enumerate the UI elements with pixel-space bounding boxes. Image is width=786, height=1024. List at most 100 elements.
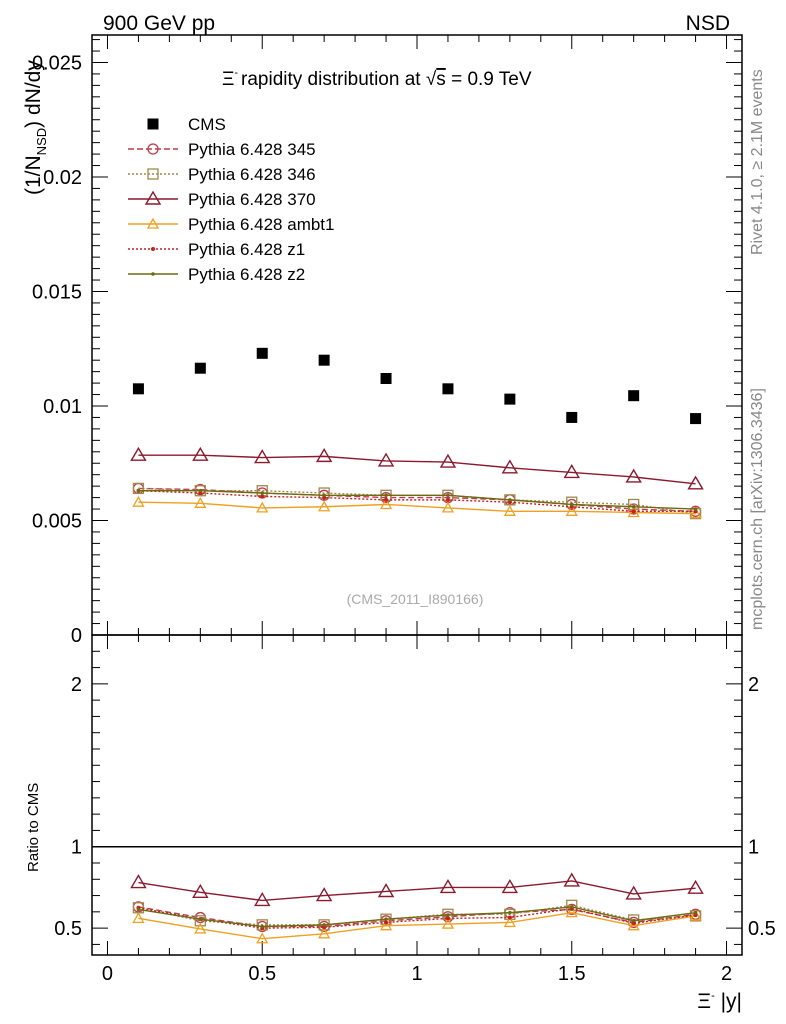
legend-label: Pythia 6.428 z1	[188, 240, 305, 259]
legend-label: CMS	[188, 115, 226, 134]
header-left: 900 GeV pp	[103, 12, 215, 35]
y-tick-label: 0.005	[32, 510, 82, 532]
cms-data-point	[194, 362, 206, 374]
x-tick-label: 0	[102, 963, 113, 985]
title-s: s	[436, 69, 446, 90]
ratio-line-3	[138, 911, 696, 940]
ratio-tick-label-right: 2	[748, 674, 759, 696]
ratio-point	[445, 916, 450, 921]
ratio-point	[194, 915, 206, 927]
plot-title: Ξ-rapidity distribution at √s = 0.9 TeV	[222, 67, 532, 90]
ratio-point	[441, 917, 455, 929]
cms-data-point	[690, 413, 702, 425]
title-charge: -	[234, 67, 238, 79]
series-line-2	[138, 454, 696, 485]
series-point	[260, 494, 265, 499]
cms-data-point	[442, 383, 454, 395]
y-label-open: (1/N	[22, 155, 45, 195]
series-line-5	[138, 490, 696, 510]
ratio-line-0	[138, 906, 696, 928]
y-label-close: ) dN/dy	[22, 60, 45, 128]
ratio-point	[194, 922, 207, 934]
ratio-point	[631, 919, 636, 923]
ratio-point	[256, 932, 269, 944]
ratio-point	[446, 913, 450, 917]
series-point	[256, 501, 269, 513]
ratio-point	[625, 885, 642, 900]
series-point	[627, 506, 640, 518]
x-label-charge: -	[711, 990, 715, 1002]
ratio-point	[315, 887, 333, 902]
title-energy: = 0.9 TeV	[446, 69, 532, 90]
ratio-point	[322, 923, 326, 927]
series-point	[192, 446, 209, 461]
x-label-xi-symbol: Ξ	[697, 990, 711, 1013]
series-point	[322, 493, 326, 498]
ratio-tick-label-left: 1	[71, 837, 82, 859]
legend-marker	[147, 168, 159, 180]
series-point	[377, 452, 395, 467]
legend-label: Pythia 6.428 346	[188, 165, 316, 184]
series-point	[503, 504, 516, 516]
series-line-4	[138, 490, 696, 513]
y-tick-label: 0.02	[43, 167, 82, 189]
y-label-sub: NSD	[34, 128, 49, 155]
legend-marker	[146, 217, 160, 229]
ratio-point	[563, 872, 580, 887]
x-tick-label: 1	[411, 963, 422, 985]
cms-data-point	[566, 411, 578, 423]
series-point	[439, 453, 457, 468]
ratio-point	[687, 879, 704, 894]
series-point	[315, 447, 333, 463]
legend-marker	[151, 272, 155, 276]
ratio-tick-label-right: 1	[748, 837, 759, 859]
y-tick-label: 0.025	[32, 52, 82, 74]
legend-label: Pythia 6.428 ambt1	[188, 215, 334, 234]
cms-data-point	[504, 393, 516, 405]
ratio-layer	[130, 872, 704, 944]
series-point	[501, 459, 519, 474]
series-point	[132, 482, 145, 495]
legend-label: Pythia 6.428 z2	[188, 265, 305, 284]
ratio-point	[508, 910, 512, 915]
ratio-point	[693, 910, 698, 915]
x-axis-label: Ξ- |y|	[697, 990, 742, 1013]
ratio-tick-label-right: 0.5	[748, 918, 776, 940]
ratio-line-4	[138, 907, 696, 929]
legend: CMS Pythia 6.428 345 Pythia 6.428 346 Pythi…	[128, 115, 334, 284]
series-point	[194, 496, 207, 508]
ratio-point	[439, 879, 457, 894]
ratio-tick-label-left: 2	[71, 674, 82, 696]
series-point	[318, 500, 331, 512]
series-point	[379, 498, 393, 510]
series-line-1	[138, 487, 696, 515]
ratio-tick-label-left: 0.5	[54, 918, 82, 940]
analysis-id-watermark: (CMS_2011_I890166)	[347, 591, 484, 607]
series-point	[631, 509, 636, 514]
series-layer	[130, 347, 704, 520]
ratio-point	[507, 915, 512, 920]
series-point	[625, 468, 642, 483]
series-point	[687, 475, 704, 490]
ratio-point	[130, 874, 147, 889]
ratio-point	[260, 924, 265, 929]
ratio-point	[384, 920, 389, 925]
ratio-point	[569, 905, 574, 909]
header-right: NSD	[686, 12, 730, 35]
y-axis-label: (1/NNSD) dN/dy	[22, 60, 49, 195]
legend-marker	[147, 143, 159, 155]
series-point	[384, 497, 389, 502]
axes: 0 0.5 1 1.5 2 0 0.005 0.01 0.015 0.02 0.025 0.5 0.5 1…	[32, 35, 776, 985]
series-point	[136, 488, 141, 493]
legend-label: Pythia 6.428 345	[188, 140, 316, 159]
ratio-point	[627, 919, 640, 931]
x-tick-label: 1.5	[558, 963, 586, 985]
ratio-y-axis-label: Ratio to CMS	[25, 783, 42, 872]
cms-data-point	[318, 354, 330, 366]
series-point	[384, 493, 388, 498]
ratio-point	[565, 906, 578, 918]
ratio-line-5	[138, 906, 696, 928]
ratio-point	[379, 919, 393, 931]
